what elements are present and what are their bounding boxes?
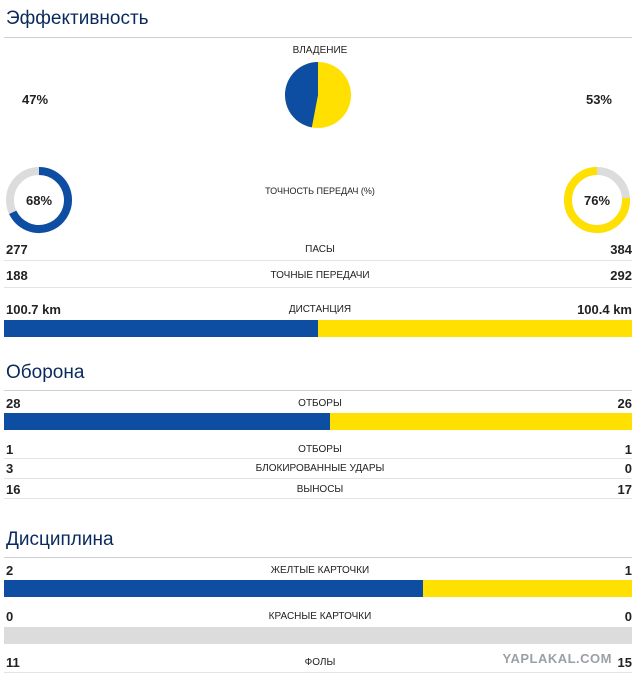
section-title-defense: Оборона — [6, 362, 85, 383]
passes-away: 384 — [610, 242, 632, 257]
distance-away: 100.4 km — [577, 302, 632, 317]
watermark-logo: YAPLAKAL.COM — [502, 651, 612, 666]
accuracy-label: ТОЧНОСТЬ ПЕРЕДАЧ (%) — [265, 186, 375, 196]
accurate-passes-away: 292 — [610, 268, 632, 283]
fouls-label: ФОЛЫ — [304, 657, 336, 668]
row-divider — [4, 478, 632, 479]
possession-label: ВЛАДЕНИЕ — [292, 45, 348, 56]
passes-label: ПАСЫ — [305, 244, 335, 255]
tackles2-label: ОТБОРЫ — [298, 444, 342, 455]
accuracy-away-value: 76% — [584, 193, 610, 208]
blocked-away: 0 — [624, 461, 632, 476]
section-title-discipline: Дисциплина — [6, 529, 114, 550]
distance-label: ДИСТАНЦИЯ — [288, 304, 352, 315]
fouls-away: 15 — [617, 655, 632, 670]
tackles2-away: 1 — [624, 442, 632, 457]
tackles-bar-away — [329, 413, 632, 430]
yellow-cards-home: 2 — [6, 563, 14, 578]
passes-home: 277 — [6, 242, 28, 257]
blocked-home: 3 — [6, 461, 14, 476]
distance-bar-away — [318, 320, 632, 337]
distance-bar — [4, 320, 632, 337]
yellow-cards-bar — [4, 580, 632, 597]
possession-pie-chart — [284, 61, 351, 128]
yellow-cards-away: 1 — [624, 563, 632, 578]
red-cards-away: 0 — [624, 609, 632, 624]
tackles-away: 26 — [617, 396, 632, 411]
donut-away-arc — [564, 167, 630, 233]
accuracy-home-value: 68% — [26, 193, 52, 208]
row-divider — [4, 287, 632, 288]
blocked-label: БЛОКИРОВАННЫЕ УДАРЫ — [255, 463, 385, 474]
tackles-bar — [4, 413, 632, 430]
clearances-home: 16 — [6, 482, 21, 497]
yellow-cards-bar-home — [4, 580, 423, 597]
accurate-passes-label: ТОЧНЫЕ ПЕРЕДАЧИ — [270, 270, 370, 281]
row-divider — [4, 672, 632, 673]
clearances-away: 17 — [617, 482, 632, 497]
row-divider — [4, 260, 632, 261]
accuracy-home-donut: 68% — [6, 167, 72, 233]
fouls-home: 11 — [6, 655, 20, 670]
accuracy-away-donut: 76% — [564, 167, 630, 233]
distance-home: 100.7 km — [6, 302, 61, 317]
row-divider — [4, 458, 632, 459]
section-divider — [4, 37, 632, 38]
possession-pie-home — [284, 61, 318, 128]
possession-home-value: 47% — [22, 92, 49, 107]
red-cards-home: 0 — [6, 609, 14, 624]
red-cards-bar — [4, 627, 632, 644]
tackles-home: 28 — [6, 396, 21, 411]
distance-bar-home — [4, 320, 319, 337]
red-cards-label: КРАСНЫЕ КАРТОЧКИ — [268, 611, 372, 622]
tackles-bar-home — [4, 413, 330, 430]
donut-home-arc — [9, 167, 72, 233]
accurate-passes-home: 188 — [6, 268, 28, 283]
tackles2-home: 1 — [6, 442, 14, 457]
yellow-cards-bar-away — [422, 580, 632, 597]
row-divider — [4, 498, 632, 499]
clearances-label: ВЫНОСЫ — [296, 484, 344, 495]
possession-away-value: 53% — [585, 92, 612, 107]
yellow-cards-label: ЖЕЛТЫЕ КАРТОЧКИ — [270, 565, 370, 576]
tackles-label: ОТБОРЫ — [298, 398, 342, 409]
section-title-efficiency: Эффективность — [6, 8, 149, 29]
section-divider — [4, 390, 632, 391]
section-divider — [4, 557, 632, 558]
